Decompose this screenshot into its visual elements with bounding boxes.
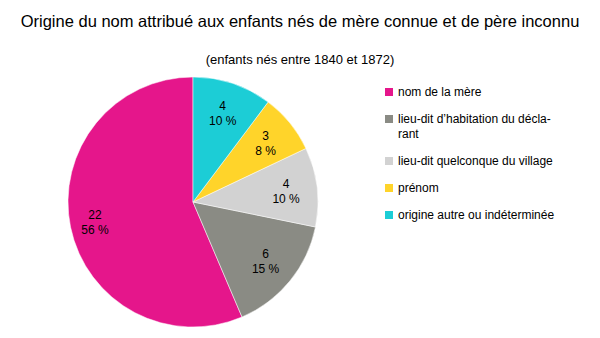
legend-label: prénom <box>398 181 439 195</box>
data-label-percent: 10 % <box>272 192 300 206</box>
legend-label: nom de la mère <box>398 85 482 99</box>
legend-line: lieu-dit d’habitation du décla- <box>398 112 551 126</box>
legend-line: lieu-dit quelconque du village <box>398 154 553 168</box>
data-label-percent: 56 % <box>81 223 109 237</box>
chart: Origine du nom attribué aux enfants nés … <box>0 0 600 338</box>
title: Origine du nom attribué aux enfants nés … <box>21 12 580 30</box>
data-label-percent: 15 % <box>252 262 280 276</box>
legend: nom de la mère lieu-dit d’habitation du d… <box>385 85 554 222</box>
legend-label: lieu-dit quelconque du village <box>398 154 553 168</box>
legend-label: lieu-dit d’habitation du décla-rant <box>398 112 551 141</box>
data-label-count: 22 <box>88 208 102 222</box>
data-label-count: 4 <box>219 99 226 113</box>
data-labels: 2256 %615 %410 %38 %410 % <box>81 99 300 276</box>
legend-swatch <box>385 211 393 219</box>
legend-line: rant <box>398 127 419 141</box>
legend-line: prénom <box>398 181 439 195</box>
legend-swatch <box>385 115 393 123</box>
legend-swatch <box>385 184 393 192</box>
data-label-count: 6 <box>262 247 269 261</box>
slices <box>68 77 318 327</box>
legend-swatch <box>385 88 393 96</box>
legend-label: origine autre ou indéterminée <box>398 208 554 222</box>
data-label-count: 3 <box>262 129 269 143</box>
legend-swatch <box>385 157 393 165</box>
subtitle: (enfants nés entre 1840 et 1872) <box>206 52 395 67</box>
legend-line: origine autre ou indéterminée <box>398 208 554 222</box>
data-label-count: 4 <box>283 177 290 191</box>
data-label-percent: 8 % <box>255 144 276 158</box>
data-label-percent: 10 % <box>209 114 237 128</box>
legend-line: nom de la mère <box>398 85 482 99</box>
slice <box>193 77 268 202</box>
